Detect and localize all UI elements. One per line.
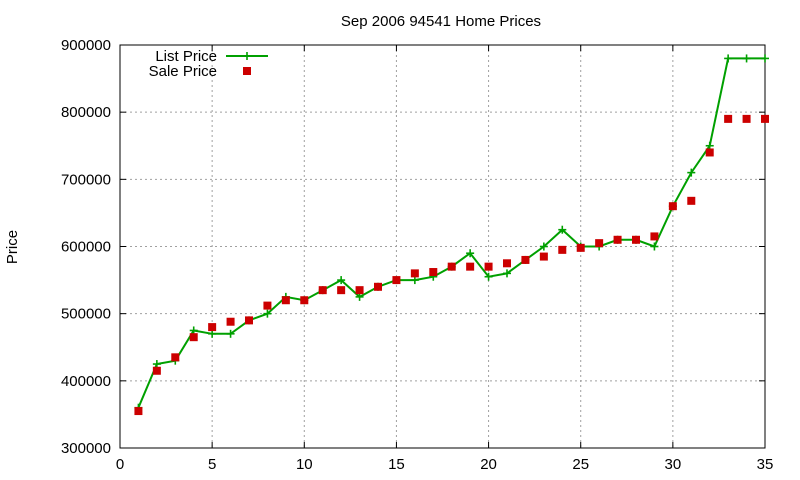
list-price-point (503, 269, 511, 278)
legend-label: Sale Price (149, 63, 217, 80)
sale-price-point (152, 366, 161, 375)
y-tick-label: 300000 (61, 440, 111, 457)
sale-price-point (263, 301, 272, 310)
y-tick-label: 800000 (61, 104, 111, 121)
sale-price-point (318, 286, 327, 295)
sale-price-point (576, 243, 585, 252)
list-price-point (705, 141, 714, 150)
list-price-point (466, 249, 475, 258)
x-tick-label: 25 (572, 456, 589, 473)
sale-price-point (761, 114, 769, 123)
list-price-point (226, 329, 235, 338)
list-price-point (152, 360, 161, 369)
sale-price-point (226, 317, 235, 326)
sale-price-point (410, 269, 419, 278)
sale-price-point (668, 202, 677, 211)
sale-price-point (189, 333, 198, 342)
sale-price-point (705, 148, 714, 157)
sale-price-point (484, 262, 493, 271)
x-tick-label: 35 (757, 456, 774, 473)
y-tick-label: 600000 (61, 239, 111, 256)
y-tick-label: 900000 (61, 37, 111, 54)
list-price-point (263, 309, 272, 318)
sale-price-point (374, 282, 382, 291)
sale-price-point (724, 114, 733, 123)
legend-cross-swatch (243, 52, 251, 60)
sale-price-point (355, 286, 364, 295)
list-price-point (355, 292, 364, 301)
sale-price-point (613, 235, 622, 244)
list-price-point (724, 54, 733, 63)
list-price-point (558, 225, 567, 234)
list-price-point (189, 326, 198, 335)
sale-price-point (742, 114, 751, 123)
sale-price-point (539, 252, 548, 261)
sale-price-point (650, 232, 659, 241)
sale-price-point (300, 296, 309, 305)
series (134, 54, 769, 416)
x-tick-label: 0 (116, 456, 124, 473)
x-tick-label: 30 (665, 456, 682, 473)
sale-price-point (429, 268, 438, 277)
list-price-point (650, 242, 659, 251)
sale-price-point (558, 245, 567, 254)
list-price-point (742, 54, 751, 63)
axis-ticks: 0 5 10 15 20 25 30 35 300000 400000 500000 600000 70… (61, 37, 773, 473)
sale-price-point (134, 407, 143, 416)
list-price-point (208, 329, 217, 338)
sale-price-point (687, 196, 696, 205)
sale-price-point (337, 286, 346, 295)
x-tick-label: 15 (388, 456, 405, 473)
sale-price-point (392, 276, 401, 285)
list-price-point (410, 276, 419, 285)
sale-price-point (447, 262, 456, 271)
sale-price-point (503, 259, 511, 268)
sale-price-point (245, 316, 253, 325)
x-tick-label: 20 (480, 456, 497, 473)
chart-title: Sep 2006 94541 Home Prices (341, 13, 541, 30)
grid (120, 45, 765, 448)
sale-price-point (632, 235, 640, 244)
list-price-point (484, 272, 493, 281)
x-tick-label: 5 (208, 456, 216, 473)
list-price-line (137, 57, 765, 409)
list-price-point (761, 54, 769, 63)
list-price-point (539, 242, 548, 251)
y-tick-label: 500000 (61, 306, 111, 323)
sale-price-point (171, 353, 180, 362)
y-axis-label: Price (4, 230, 21, 264)
sale-price-point (466, 262, 475, 271)
sale-price-point (595, 239, 604, 248)
sale-price-point (521, 255, 530, 264)
y-tick-label: 400000 (61, 373, 111, 390)
list-price-point (337, 276, 346, 285)
plot-frame (119, 44, 766, 449)
y-tick-label: 700000 (61, 171, 111, 188)
sale-price-point (208, 323, 217, 332)
x-tick-label: 10 (296, 456, 313, 473)
legend-label: List Price (155, 48, 217, 65)
legend-square-swatch (243, 67, 251, 75)
sale-price-point (281, 296, 290, 305)
list-price-point (687, 168, 696, 177)
